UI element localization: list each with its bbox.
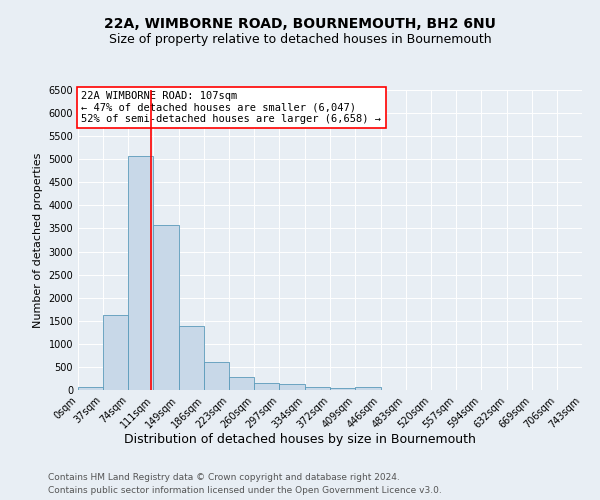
Bar [280, 384, 305, 390]
Bar [78, 387, 103, 390]
Bar [204, 362, 229, 390]
Bar [229, 376, 254, 390]
Text: 22A, WIMBORNE ROAD, BOURNEMOUTH, BH2 6NU: 22A, WIMBORNE ROAD, BOURNEMOUTH, BH2 6NU [104, 18, 496, 32]
Bar [103, 315, 128, 390]
Bar [153, 225, 179, 390]
Text: Contains public sector information licensed under the Open Government Licence v3: Contains public sector information licen… [48, 486, 442, 495]
Text: Contains HM Land Registry data © Crown copyright and database right 2024.: Contains HM Land Registry data © Crown c… [48, 472, 400, 482]
Text: 22A WIMBORNE ROAD: 107sqm
← 47% of detached houses are smaller (6,047)
52% of se: 22A WIMBORNE ROAD: 107sqm ← 47% of detac… [82, 91, 382, 124]
Bar [128, 156, 153, 390]
Text: Size of property relative to detached houses in Bournemouth: Size of property relative to detached ho… [109, 32, 491, 46]
Bar [355, 387, 380, 390]
Bar [254, 383, 280, 390]
Text: Distribution of detached houses by size in Bournemouth: Distribution of detached houses by size … [124, 432, 476, 446]
Y-axis label: Number of detached properties: Number of detached properties [33, 152, 43, 328]
Bar [179, 326, 204, 390]
Bar [305, 387, 331, 390]
Bar [331, 388, 355, 390]
